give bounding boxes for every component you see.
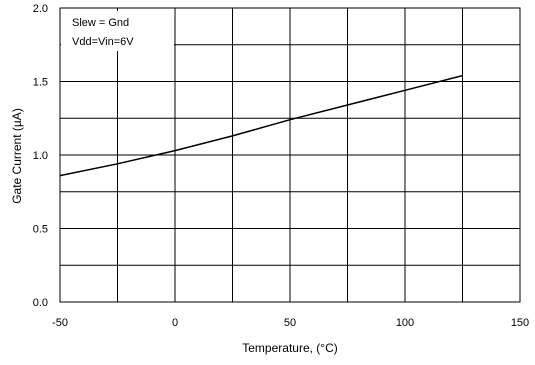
annotation-box	[61, 11, 174, 51]
y-axis-title: Gate Current (µA)	[10, 108, 24, 204]
x-tick-label: -50	[52, 317, 68, 329]
plot-border	[59, 7, 521, 303]
tick-labels: -50 0 50 100 150 0.0 0.5 1.0 1.5 2.0	[33, 3, 529, 329]
y-tick-label: 0.5	[33, 224, 48, 236]
y-tick-label: 0.0	[33, 297, 48, 309]
x-tick-label: 0	[172, 317, 178, 329]
y-tick-label: 1.0	[33, 150, 48, 162]
x-tick-label: 50	[284, 317, 296, 329]
y-tick-label: 1.5	[33, 77, 48, 89]
annotation-slew: Slew = Gnd	[72, 17, 129, 29]
series-line-1	[59, 74, 463, 177]
x-tick-label: 150	[511, 317, 529, 329]
plot-frame	[59, 7, 521, 303]
y-tick-label: 2.0	[33, 3, 48, 15]
grid	[60, 8, 520, 302]
x-tick-label: 100	[396, 317, 414, 329]
series-layer	[59, 74, 463, 177]
annotation-vdd: Vdd=Vin=6V	[72, 36, 134, 48]
x-axis-title: Temperature, (°C)	[242, 341, 338, 355]
